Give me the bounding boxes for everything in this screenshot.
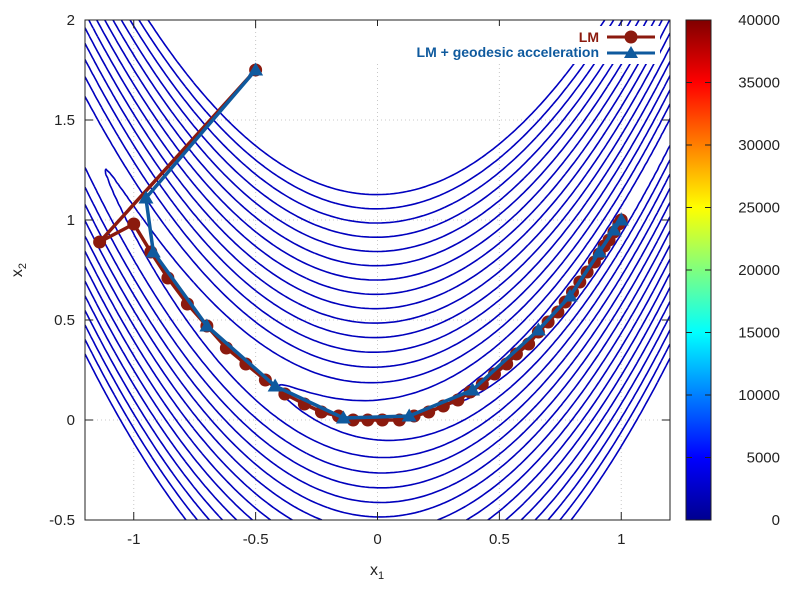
series-1-point-6: [401, 408, 417, 422]
colorbar-tick-label-4: 20000: [738, 262, 780, 279]
series-1-point-1: [138, 190, 154, 204]
contour-level-3: [85, 75, 670, 474]
series-1-point-12: [613, 212, 629, 226]
contour-level-5: [85, 46, 670, 504]
y-tick-label-2: 0.5: [54, 312, 75, 329]
contour-level-11: [85, 20, 670, 520]
contour-level-15: [85, 20, 670, 520]
series-1-point-8: [530, 322, 546, 336]
series-0-point-23: [475, 377, 489, 391]
series-layer: [93, 62, 629, 427]
contour-level-7: [85, 20, 670, 520]
x-tick-label-2: 0: [373, 531, 381, 548]
contour-level-2: [104, 89, 670, 459]
legend: LM LM + geodesic acceleration: [368, 26, 660, 64]
legend-entry-lm-marker: [624, 30, 638, 44]
y-tick-label-0: -0.5: [49, 512, 75, 529]
y-tick-label-5: 2: [67, 12, 75, 29]
series-1-point-7: [465, 382, 481, 396]
x-tick-label-1: -0.5: [243, 531, 269, 548]
x-tick-label-0: -1: [127, 531, 140, 548]
colorbar-tick-label-7: 35000: [738, 75, 780, 92]
x-tick-label-3: 0.5: [489, 531, 510, 548]
series-0-point-8: [239, 357, 253, 371]
colorbar-tick-label-2: 10000: [738, 387, 780, 404]
x-axis-label-main: x: [370, 562, 378, 579]
series-0-point-2: [127, 217, 141, 231]
series-0-point-30: [551, 305, 565, 319]
series-1-point-5: [335, 410, 351, 424]
y-tick-label-1: 0: [67, 412, 75, 429]
colorbar-ticks: 0 5000 10000 15000 20000 25000 30000 35000 40000: [686, 12, 780, 529]
legend-entry-geodesic-label: LM + geodesic acceleration: [417, 44, 599, 60]
contour-level-1: [276, 103, 670, 442]
contour-level-14: [85, 20, 670, 520]
contour-level-9: [85, 20, 670, 520]
contour-lines: [85, 20, 670, 520]
contour-level-12: [85, 20, 670, 520]
tick-labels: -1 -0.5 0 0.5 1 -0.5 0 0.5 1 1.5 2: [49, 12, 625, 548]
y-tick-label-3: 1: [67, 212, 75, 229]
colorbar-tick-label-8: 40000: [738, 12, 780, 29]
colorbar-tick-label-5: 25000: [738, 200, 780, 217]
contour-level-4: [85, 61, 670, 489]
y-tick-label-4: 1.5: [54, 112, 75, 129]
series-1-point-11: [606, 222, 622, 236]
colorbar-tick-label-6: 30000: [738, 137, 780, 154]
legend-background: [368, 26, 660, 64]
y-axis-label: x2: [9, 263, 29, 277]
y-axis-label-sub: 2: [17, 263, 29, 269]
legend-entry-geodesic-marker: [624, 46, 638, 58]
x-axis-label-sub: 1: [378, 570, 384, 582]
series-1-point-3: [199, 318, 215, 332]
x-tick-label-4: 1: [617, 531, 625, 548]
colorbar-tick-label-1: 5000: [747, 450, 780, 467]
series-1-point-0: [248, 62, 264, 76]
legend-entry-lm-label: LM: [579, 29, 599, 45]
series-1-point-9: [562, 288, 578, 302]
colorbar-tick-label-0: 0: [772, 512, 780, 529]
series-1-point-4: [267, 378, 283, 392]
series-1-point-2: [145, 244, 161, 258]
y-axis-label-main: x: [9, 269, 26, 277]
x-axis-label: x1: [370, 562, 384, 582]
colorbar-tick-label-3: 15000: [738, 325, 780, 342]
series-1-point-10: [591, 244, 607, 258]
contour-level-13: [85, 20, 670, 520]
series-0-point-1: [93, 235, 107, 249]
axis-ticks: [85, 19, 670, 521]
